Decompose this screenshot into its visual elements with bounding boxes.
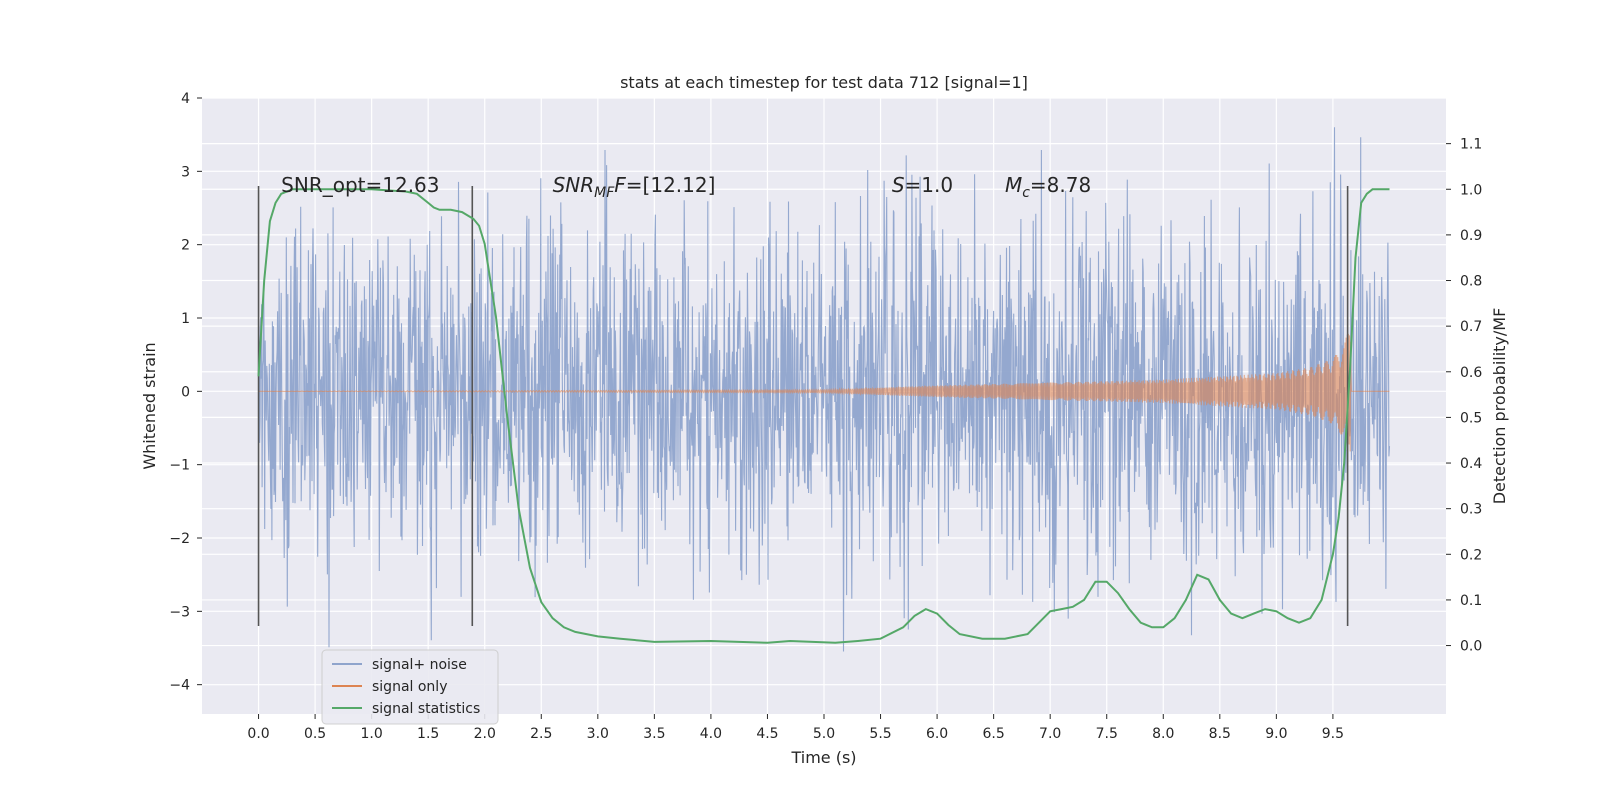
x-tick-label: 7.5 xyxy=(1096,726,1118,742)
signal-plus-noise-series xyxy=(257,127,1391,652)
legend-label: signal+ noise xyxy=(372,657,467,673)
x-tick-label: 0.5 xyxy=(304,726,326,742)
signal-plus-noise-line xyxy=(257,127,1391,652)
y-right-tick-label: 0.3 xyxy=(1460,502,1482,518)
x-tick-label: 3.0 xyxy=(587,726,609,742)
y-tick-label: 0 xyxy=(181,384,190,400)
x-tick-label: 8.5 xyxy=(1209,726,1231,742)
y-right-tick-label: 0.8 xyxy=(1460,274,1482,290)
y-tick-label: 4 xyxy=(181,91,190,107)
annotations: SNR_opt=12.63 SNRMFF=[12.12] S=1.0 Mc=8.78 xyxy=(281,173,1091,201)
x-axis-ticks: 0.0 0.5 1.0 1.5 2.0 2.5 3.0 3.5 4.0 4.5 5.0 5.5 6.0 6… xyxy=(247,714,1344,742)
x-tick-label: 0.0 xyxy=(247,726,269,742)
x-tick-label: 3.5 xyxy=(643,726,665,742)
signal-statistics-line xyxy=(257,188,1390,644)
legend: signal+ noise signal only signal statistic… xyxy=(321,649,499,725)
y-tick-label: 2 xyxy=(181,238,190,254)
x-tick-label: 6.5 xyxy=(983,726,1005,742)
y-axis-ticks: 4 3 2 1 0 −1 −2 −3 −4 xyxy=(169,91,202,694)
y-right-tick-label: 1.1 xyxy=(1460,137,1482,153)
legend-label: signal statistics xyxy=(372,701,480,717)
y-right-tick-label: 0.4 xyxy=(1460,456,1482,472)
x-tick-label: 7.0 xyxy=(1039,726,1061,742)
x-tick-label: 9.0 xyxy=(1265,726,1287,742)
chart-title: stats at each timestep for test data 712… xyxy=(620,73,1028,92)
y-right-axis-ticks: 1.1 1.0 0.9 0.8 0.7 0.6 0.5 0.4 0.3 0.2 0.1 0.0 xyxy=(1446,137,1482,655)
y-tick-label: 3 xyxy=(181,164,190,180)
y-right-tick-label: 0.6 xyxy=(1460,365,1482,381)
y-right-axis-label: Detection probability/MF xyxy=(1490,308,1509,505)
annotation-text: S=1.0 xyxy=(892,173,953,197)
y-right-tick-label: 0.2 xyxy=(1460,547,1482,563)
signal-statistics-series xyxy=(257,188,1390,644)
legend-label: signal only xyxy=(372,679,447,695)
y-right-tick-label: 0.1 xyxy=(1460,593,1482,609)
y-tick-label: −1 xyxy=(169,458,190,474)
y-tick-label: −2 xyxy=(169,531,190,547)
x-tick-label: 4.0 xyxy=(700,726,722,742)
y-axis-label: Whitened strain xyxy=(140,342,159,469)
x-tick-label: 4.5 xyxy=(756,726,778,742)
y-tick-label: 1 xyxy=(181,311,190,327)
annotation-text: SNRMFF=[12.12] xyxy=(553,173,716,201)
y-tick-label: −4 xyxy=(169,678,190,694)
signal-only-series xyxy=(258,333,1390,452)
x-tick-label: 5.5 xyxy=(869,726,891,742)
y-right-tick-label: 1.0 xyxy=(1460,182,1482,198)
y-right-tick-label: 0.0 xyxy=(1460,639,1482,655)
annotation-text: Mc=8.78 xyxy=(1005,173,1091,201)
y-right-tick-label: 0.5 xyxy=(1460,410,1482,426)
x-tick-label: 2.0 xyxy=(474,726,496,742)
x-axis-label: Time (s) xyxy=(790,748,856,767)
x-tick-label: 5.0 xyxy=(813,726,835,742)
x-tick-label: 1.0 xyxy=(361,726,383,742)
x-tick-label: 1.5 xyxy=(417,726,439,742)
x-tick-label: 2.5 xyxy=(530,726,552,742)
annotation-text: SNR_opt=12.63 xyxy=(281,173,439,197)
x-tick-label: 8.0 xyxy=(1152,726,1174,742)
legend-box xyxy=(321,649,499,725)
x-tick-label: 9.5 xyxy=(1322,726,1344,742)
y-right-tick-label: 0.9 xyxy=(1460,228,1482,244)
x-tick-label: 6.0 xyxy=(926,726,948,742)
y-tick-label: −3 xyxy=(169,604,190,620)
signal-only-line xyxy=(258,333,1390,452)
y-right-tick-label: 0.7 xyxy=(1460,319,1482,335)
